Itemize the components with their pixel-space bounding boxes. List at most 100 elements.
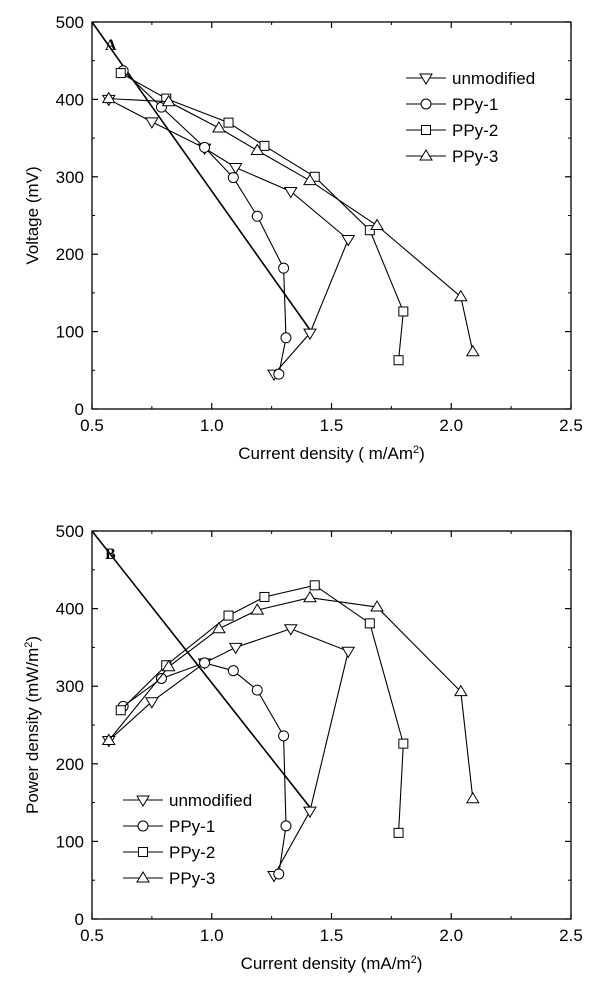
legend-marker: [137, 820, 149, 832]
y-axis-title: Power density (mW/m2): [23, 636, 42, 814]
data-point: [370, 218, 384, 231]
data-point: [309, 580, 320, 591]
data-point: [250, 143, 265, 155]
data-point: [101, 91, 116, 104]
y-axis-title-main: Voltage (mV): [23, 166, 42, 264]
legend-marker: [136, 871, 150, 883]
x-tick-label: 1.0: [200, 416, 224, 435]
data-point: [341, 234, 356, 247]
data-point: [227, 172, 239, 184]
data-point: [212, 621, 226, 634]
legend-marker: [138, 847, 148, 857]
series-line: [122, 70, 287, 375]
y-axis-title-superscript: 2: [23, 642, 35, 648]
data-point: [144, 697, 159, 709]
data-point: [303, 590, 317, 603]
reference-diagonal-line: [91, 21, 313, 334]
x-axis-title: Current density ( m/Am2): [238, 444, 425, 463]
series-unmodified: [101, 624, 356, 883]
panel-letter: A: [105, 37, 117, 54]
y-tick-label: 400: [56, 600, 84, 619]
legend-label: PPy-3: [452, 147, 498, 166]
data-point: [398, 306, 409, 317]
legend-label: PPy-2: [452, 121, 498, 140]
data-point: [280, 820, 292, 832]
series-line: [122, 662, 287, 875]
data-point: [453, 289, 468, 302]
data-point: [341, 646, 356, 659]
y-tick-label: 0: [75, 910, 84, 929]
x-tick-label: 2.0: [439, 416, 463, 435]
data-point: [278, 730, 290, 742]
data-point: [283, 187, 298, 199]
series-ppy-3: [101, 590, 480, 804]
legend-label: PPy-1: [452, 95, 498, 114]
x-tick-label: 2.5: [559, 926, 583, 945]
data-point: [115, 68, 126, 79]
data-point: [393, 827, 404, 838]
data-point: [259, 140, 270, 151]
data-point: [101, 733, 116, 746]
series-line: [120, 72, 404, 361]
legend-marker: [421, 125, 431, 135]
data-point: [398, 738, 409, 749]
y-tick-label: 0: [75, 400, 84, 419]
plot-frame: [91, 530, 572, 920]
y-axis-title: Voltage (mV): [23, 166, 42, 264]
legend-marker: [420, 98, 432, 110]
y-tick-label: 300: [56, 168, 84, 187]
x-tick-label: 1.0: [200, 926, 224, 945]
legend-label: unmodified: [169, 791, 252, 810]
x-tick-label: 0.5: [80, 926, 104, 945]
data-point: [223, 117, 234, 128]
x-axis-title-suffix: ): [417, 954, 423, 973]
data-point: [144, 117, 159, 129]
series-ppy-3: [101, 91, 480, 357]
legend-marker: [419, 73, 433, 85]
data-point: [273, 368, 285, 380]
series-line: [108, 628, 349, 876]
x-axis-title-suffix: ): [419, 444, 425, 463]
data-point: [370, 600, 384, 612]
data-point: [465, 344, 480, 357]
series-ppy-2: [115, 580, 409, 838]
panel-b-power-density-chart: 0.5 1.0 1.5 2.0 2.5 0 100 200 300 400 500 Current d…: [23, 522, 583, 973]
data-point: [283, 624, 298, 636]
data-point: [453, 684, 468, 697]
data-point: [303, 328, 317, 341]
legend-label: PPy-2: [169, 843, 215, 862]
series-ppy-2: [115, 68, 409, 366]
series-line: [120, 584, 404, 833]
data-point: [303, 806, 317, 819]
series-ppy-1: [117, 65, 292, 380]
legend-label: unmodified: [452, 69, 535, 88]
legend-label: PPy-1: [169, 817, 215, 836]
data-point: [364, 225, 375, 236]
data-point: [364, 618, 375, 629]
x-axis-title-superscript: 2: [413, 444, 419, 456]
data-point: [161, 94, 176, 107]
x-tick-label: 2.0: [439, 926, 463, 945]
data-point: [212, 121, 226, 133]
y-tick-label: 100: [56, 832, 84, 851]
x-axis-title-main: Current density (mA/m: [241, 954, 411, 973]
y-tick-label: 500: [56, 522, 84, 541]
data-point: [259, 591, 270, 602]
x-tick-label: 0.5: [80, 416, 104, 435]
reference-diagonal-line: [91, 530, 313, 811]
series-line: [108, 98, 349, 375]
y-tick-label: 200: [56, 755, 84, 774]
data-point: [115, 705, 126, 716]
y-tick-label: 200: [56, 245, 84, 264]
data-point: [227, 665, 239, 677]
y-tick-label: 400: [56, 90, 84, 109]
legend-marker: [136, 795, 150, 807]
data-point: [199, 141, 211, 153]
y-tick-label: 300: [56, 677, 84, 696]
x-tick-label: 1.5: [320, 926, 344, 945]
series-ppy-1: [117, 657, 292, 880]
y-tick-label: 500: [56, 13, 84, 32]
y-axis-title-main: Power density (mW/m: [23, 648, 42, 814]
series-line: [108, 597, 474, 799]
